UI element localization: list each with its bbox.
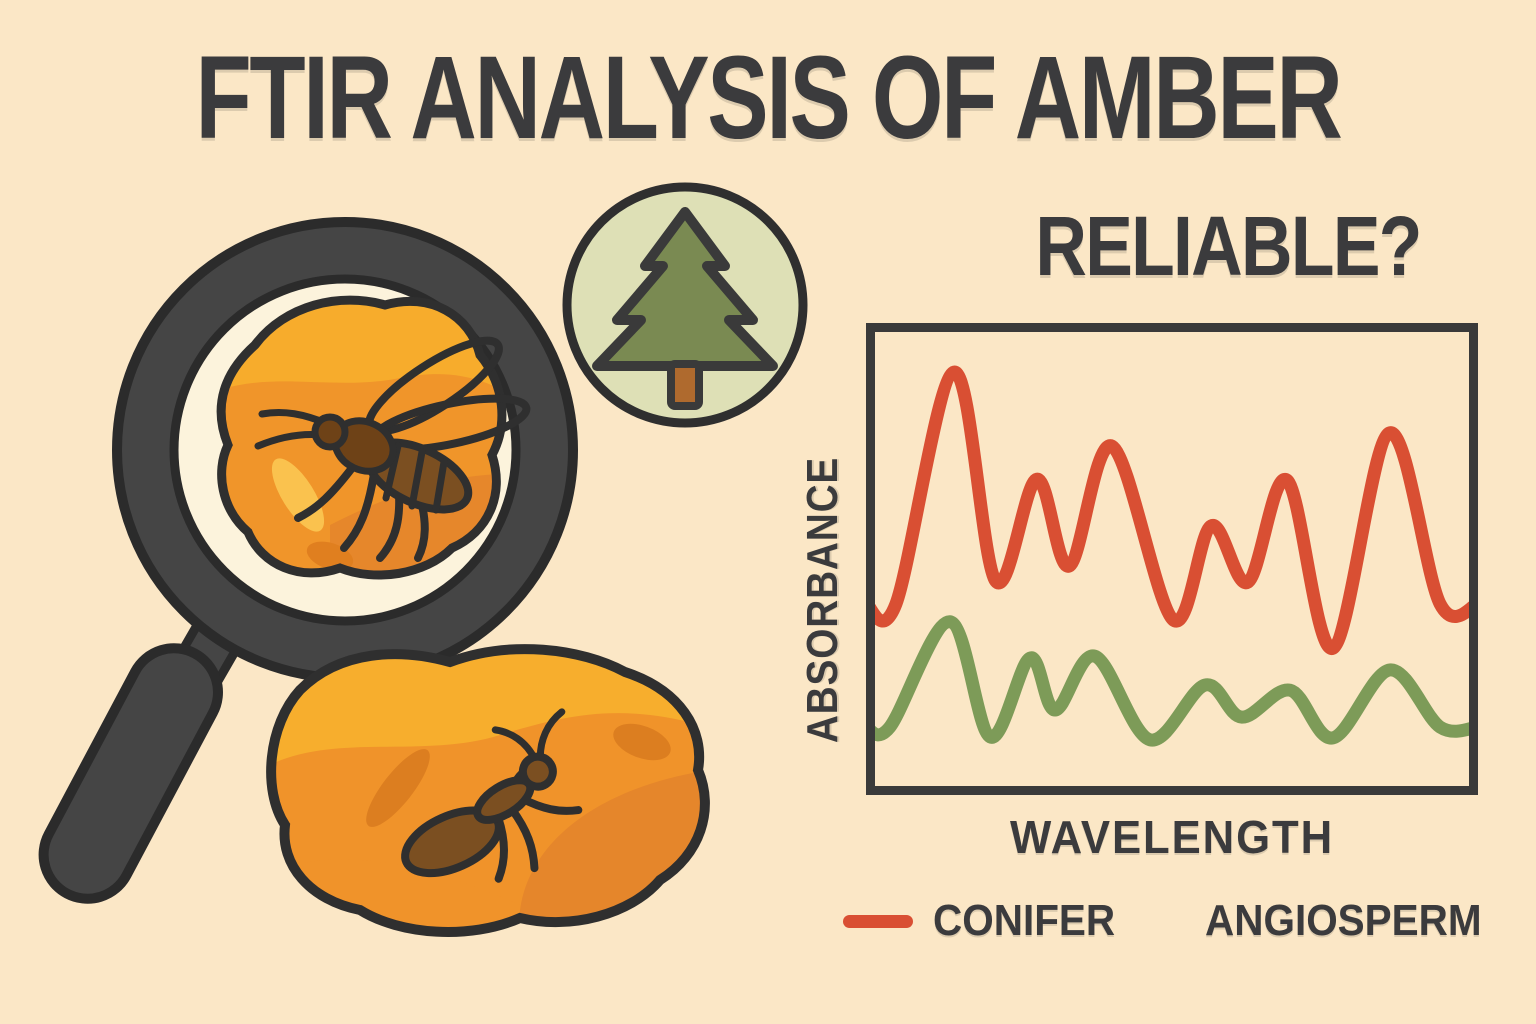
tree-trunk	[667, 360, 703, 410]
magnifier-handle	[38, 643, 223, 904]
magnifier-ring-inner-edge	[169, 274, 521, 626]
amber2-outline	[266, 644, 710, 937]
legend-label-angiosperm: ANGIOSPERM	[1205, 896, 1482, 945]
magnifier-ring-body	[119, 224, 571, 676]
spectra-plot	[866, 323, 1478, 795]
ant-icon	[401, 708, 583, 883]
x-axis-label: WAVELENGTH	[1009, 811, 1335, 863]
amber-with-ant-inclusion	[266, 644, 710, 937]
angiosperm-curve	[875, 615, 1469, 747]
legend-swatch-conifer	[843, 914, 913, 928]
question-heading: RELIABLE?	[1035, 199, 1422, 293]
amber1-outline	[216, 295, 507, 580]
y-axis-label: ABSORBANCE	[798, 456, 847, 744]
conifer-tree-icon	[562, 182, 808, 428]
conifer-curve	[875, 365, 1469, 655]
fly-icon	[254, 336, 531, 562]
chart-legend: CONIFER ANGIOSPERM	[843, 893, 1503, 949]
legend-label-conifer: CONIFER	[933, 896, 1116, 945]
spectra-chart	[866, 323, 1478, 795]
page-title: FTIR ANALYSIS OF AMBER	[195, 32, 1342, 164]
plot-border	[866, 323, 1478, 795]
